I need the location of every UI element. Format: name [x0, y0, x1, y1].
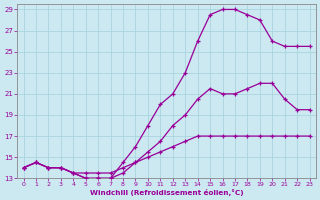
- X-axis label: Windchill (Refroidissement éolien,°C): Windchill (Refroidissement éolien,°C): [90, 189, 244, 196]
